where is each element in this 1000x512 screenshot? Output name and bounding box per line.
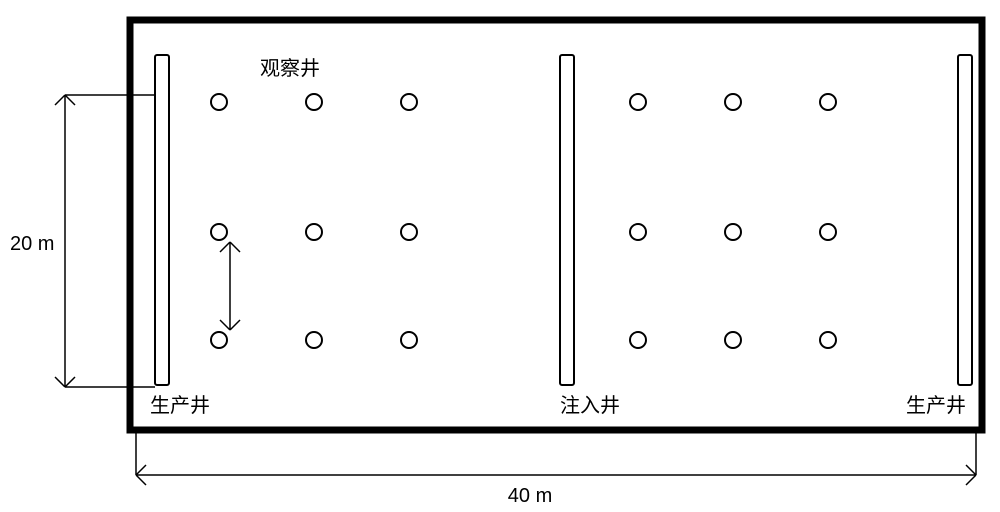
observation-well-icon xyxy=(630,332,646,348)
injection-well-bar xyxy=(560,55,574,385)
observation-well-icon xyxy=(211,94,227,110)
observation-well-icon xyxy=(306,94,322,110)
label-production-well-right: 生产井 xyxy=(906,394,966,417)
production-well-bar xyxy=(155,55,169,385)
observation-well-icon xyxy=(725,94,741,110)
observation-well-icon xyxy=(306,224,322,240)
observation-well-icon xyxy=(630,224,646,240)
observation-well-icon xyxy=(211,224,227,240)
observation-well-icon xyxy=(725,224,741,240)
production-well-bar xyxy=(958,55,972,385)
observation-well-icon xyxy=(401,332,417,348)
dim-value-vertical: 20 m xyxy=(10,233,54,255)
reservoir-frame xyxy=(130,20,982,430)
observation-well-icon xyxy=(306,332,322,348)
observation-well-icon xyxy=(630,94,646,110)
observation-well-icon xyxy=(725,332,741,348)
observation-well-icon xyxy=(211,332,227,348)
dim-value-horizontal: 40 m xyxy=(508,485,552,507)
observation-well-icon xyxy=(820,224,836,240)
label-observation-well: 观察井 xyxy=(260,57,320,80)
observation-well-icon xyxy=(820,94,836,110)
label-injection-well: 注入井 xyxy=(560,394,620,417)
observation-well-icon xyxy=(401,94,417,110)
observation-well-icon xyxy=(401,224,417,240)
observation-well-icon xyxy=(820,332,836,348)
label-production-well-left: 生产井 xyxy=(150,394,210,417)
